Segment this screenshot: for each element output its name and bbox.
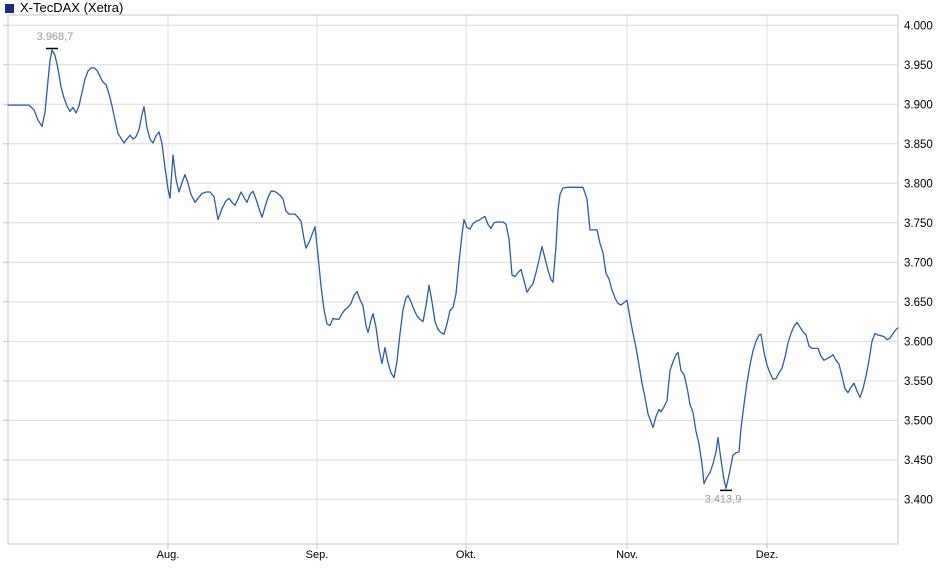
y-axis-label: 3.600 — [904, 336, 933, 348]
y-axis-label: 3.900 — [904, 99, 933, 111]
y-axis-label: 3.950 — [904, 60, 933, 72]
y-axis-label: 3.450 — [904, 455, 933, 467]
y-axis-label: 3.650 — [904, 297, 933, 309]
y-axis-label: 3.500 — [904, 415, 933, 427]
series-marker-icon — [5, 3, 14, 13]
y-axis-label: 3.850 — [904, 139, 933, 151]
low-label: 3.413,9 — [705, 493, 742, 505]
y-axis-label: 3.550 — [904, 376, 933, 388]
x-axis-label: Okt. — [456, 549, 476, 561]
price-line — [7, 49, 899, 490]
y-axis-label: 3.750 — [904, 218, 933, 230]
x-axis-label: Sep. — [306, 549, 329, 561]
high-label: 3.968,7 — [37, 31, 74, 43]
y-axis-label: 3.400 — [904, 494, 933, 506]
y-axis-label: 3.700 — [904, 257, 933, 269]
x-axis-label: Dez. — [756, 549, 779, 561]
chart-legend: X-TecDAX (Xetra) — [5, 1, 123, 15]
y-axis-label: 3.800 — [904, 178, 933, 190]
y-axis-label: 4.000 — [904, 20, 933, 32]
x-axis-label: Nov. — [616, 549, 638, 561]
x-axis-label: Aug. — [157, 549, 180, 561]
plot-border — [7, 14, 899, 545]
chart-title: X-TecDAX (Xetra) — [20, 0, 124, 15]
